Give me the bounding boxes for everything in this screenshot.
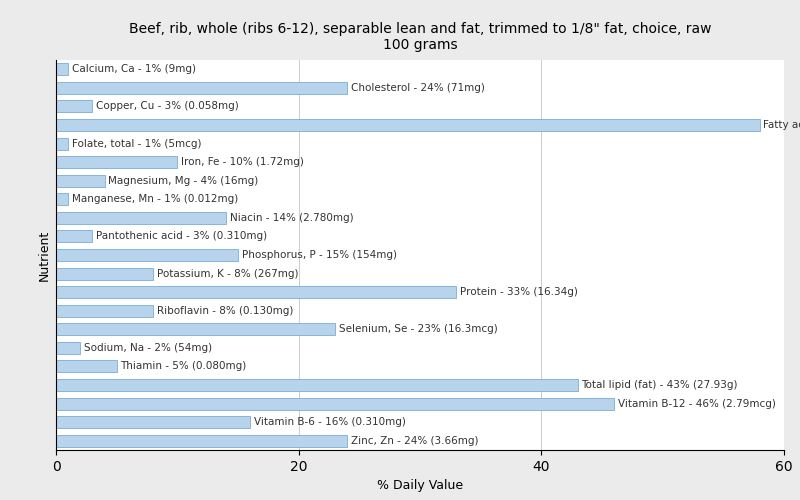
X-axis label: % Daily Value: % Daily Value [377, 480, 463, 492]
Bar [56, 156, 178, 168]
Bar [56, 286, 456, 298]
Text: Magnesium, Mg - 4% (16mg): Magnesium, Mg - 4% (16mg) [108, 176, 258, 186]
Bar [56, 100, 93, 112]
Bar [56, 398, 614, 409]
Bar [56, 342, 80, 354]
Bar [56, 138, 68, 149]
Text: Protein - 33% (16.34g): Protein - 33% (16.34g) [460, 287, 578, 297]
Bar [56, 268, 153, 280]
Text: Vitamin B-12 - 46% (2.79mcg): Vitamin B-12 - 46% (2.79mcg) [618, 398, 776, 408]
Title: Beef, rib, whole (ribs 6-12), separable lean and fat, trimmed to 1/8" fat, choic: Beef, rib, whole (ribs 6-12), separable … [129, 22, 711, 52]
Text: Pantothenic acid - 3% (0.310mg): Pantothenic acid - 3% (0.310mg) [96, 232, 267, 241]
Bar [56, 64, 68, 76]
Text: Folate, total - 1% (5mcg): Folate, total - 1% (5mcg) [72, 138, 202, 148]
Bar [56, 174, 105, 187]
Text: Riboflavin - 8% (0.130mg): Riboflavin - 8% (0.130mg) [157, 306, 293, 316]
Text: Zinc, Zn - 24% (3.66mg): Zinc, Zn - 24% (3.66mg) [351, 436, 478, 446]
Bar [56, 360, 117, 372]
Bar [56, 324, 335, 336]
Y-axis label: Nutrient: Nutrient [38, 230, 50, 280]
Text: Calcium, Ca - 1% (9mg): Calcium, Ca - 1% (9mg) [72, 64, 196, 74]
Bar [56, 249, 238, 261]
Text: Thiamin - 5% (0.080mg): Thiamin - 5% (0.080mg) [120, 362, 246, 372]
Bar [56, 230, 93, 242]
Text: Sodium, Na - 2% (54mg): Sodium, Na - 2% (54mg) [84, 343, 212, 353]
Text: Selenium, Se - 23% (16.3mcg): Selenium, Se - 23% (16.3mcg) [338, 324, 498, 334]
Text: Phosphorus, P - 15% (154mg): Phosphorus, P - 15% (154mg) [242, 250, 397, 260]
Text: Fatty acids, total saturated - 58% (11.510g): Fatty acids, total saturated - 58% (11.5… [763, 120, 800, 130]
Text: Vitamin B-6 - 16% (0.310mg): Vitamin B-6 - 16% (0.310mg) [254, 417, 406, 427]
Text: Copper, Cu - 3% (0.058mg): Copper, Cu - 3% (0.058mg) [96, 102, 238, 112]
Bar [56, 434, 347, 447]
Bar [56, 119, 760, 131]
Bar [56, 212, 226, 224]
Bar [56, 304, 153, 317]
Bar [56, 379, 578, 391]
Bar [56, 194, 68, 205]
Text: Manganese, Mn - 1% (0.012mg): Manganese, Mn - 1% (0.012mg) [72, 194, 238, 204]
Text: Niacin - 14% (2.780mg): Niacin - 14% (2.780mg) [230, 213, 353, 223]
Bar [56, 416, 250, 428]
Text: Total lipid (fat) - 43% (27.93g): Total lipid (fat) - 43% (27.93g) [582, 380, 738, 390]
Text: Iron, Fe - 10% (1.72mg): Iron, Fe - 10% (1.72mg) [181, 157, 304, 167]
Bar [56, 82, 347, 94]
Text: Cholesterol - 24% (71mg): Cholesterol - 24% (71mg) [351, 83, 485, 93]
Text: Potassium, K - 8% (267mg): Potassium, K - 8% (267mg) [157, 268, 298, 278]
